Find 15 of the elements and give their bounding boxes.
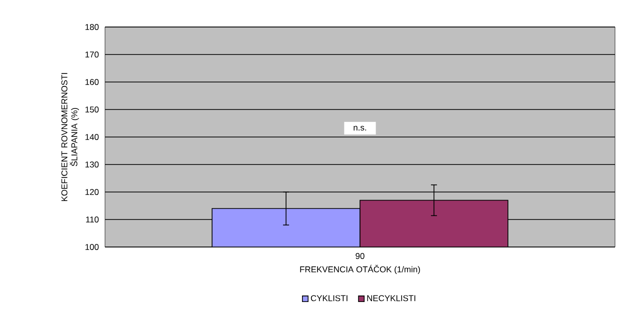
y-tick-label: 180 [85,24,99,30]
y-tick-label: 120 [85,189,99,195]
x-axis-title: FREKVENCIA OTÁČOK (1/min) [300,264,420,274]
y-tick-label: 110 [86,216,99,222]
annotation: n.s. [354,126,366,131]
y-tick-label: 150 [85,106,99,112]
y-tick-label: 140 [85,134,99,140]
y-tick-label: 100 [85,244,99,250]
y-tick-label: 130 [85,162,99,168]
y-tick-label: 170 [85,52,99,58]
y-axis-title: KOEFICIENT ROVNOMERNOSTI ŠLIAPANIA (%) [61,73,79,202]
legend-label: CYKLISTI [310,295,348,302]
y-tick-label: 160 [85,79,99,85]
x-tick-label: 90 [356,253,364,260]
legend-label: NECYKLISTI [367,295,416,302]
